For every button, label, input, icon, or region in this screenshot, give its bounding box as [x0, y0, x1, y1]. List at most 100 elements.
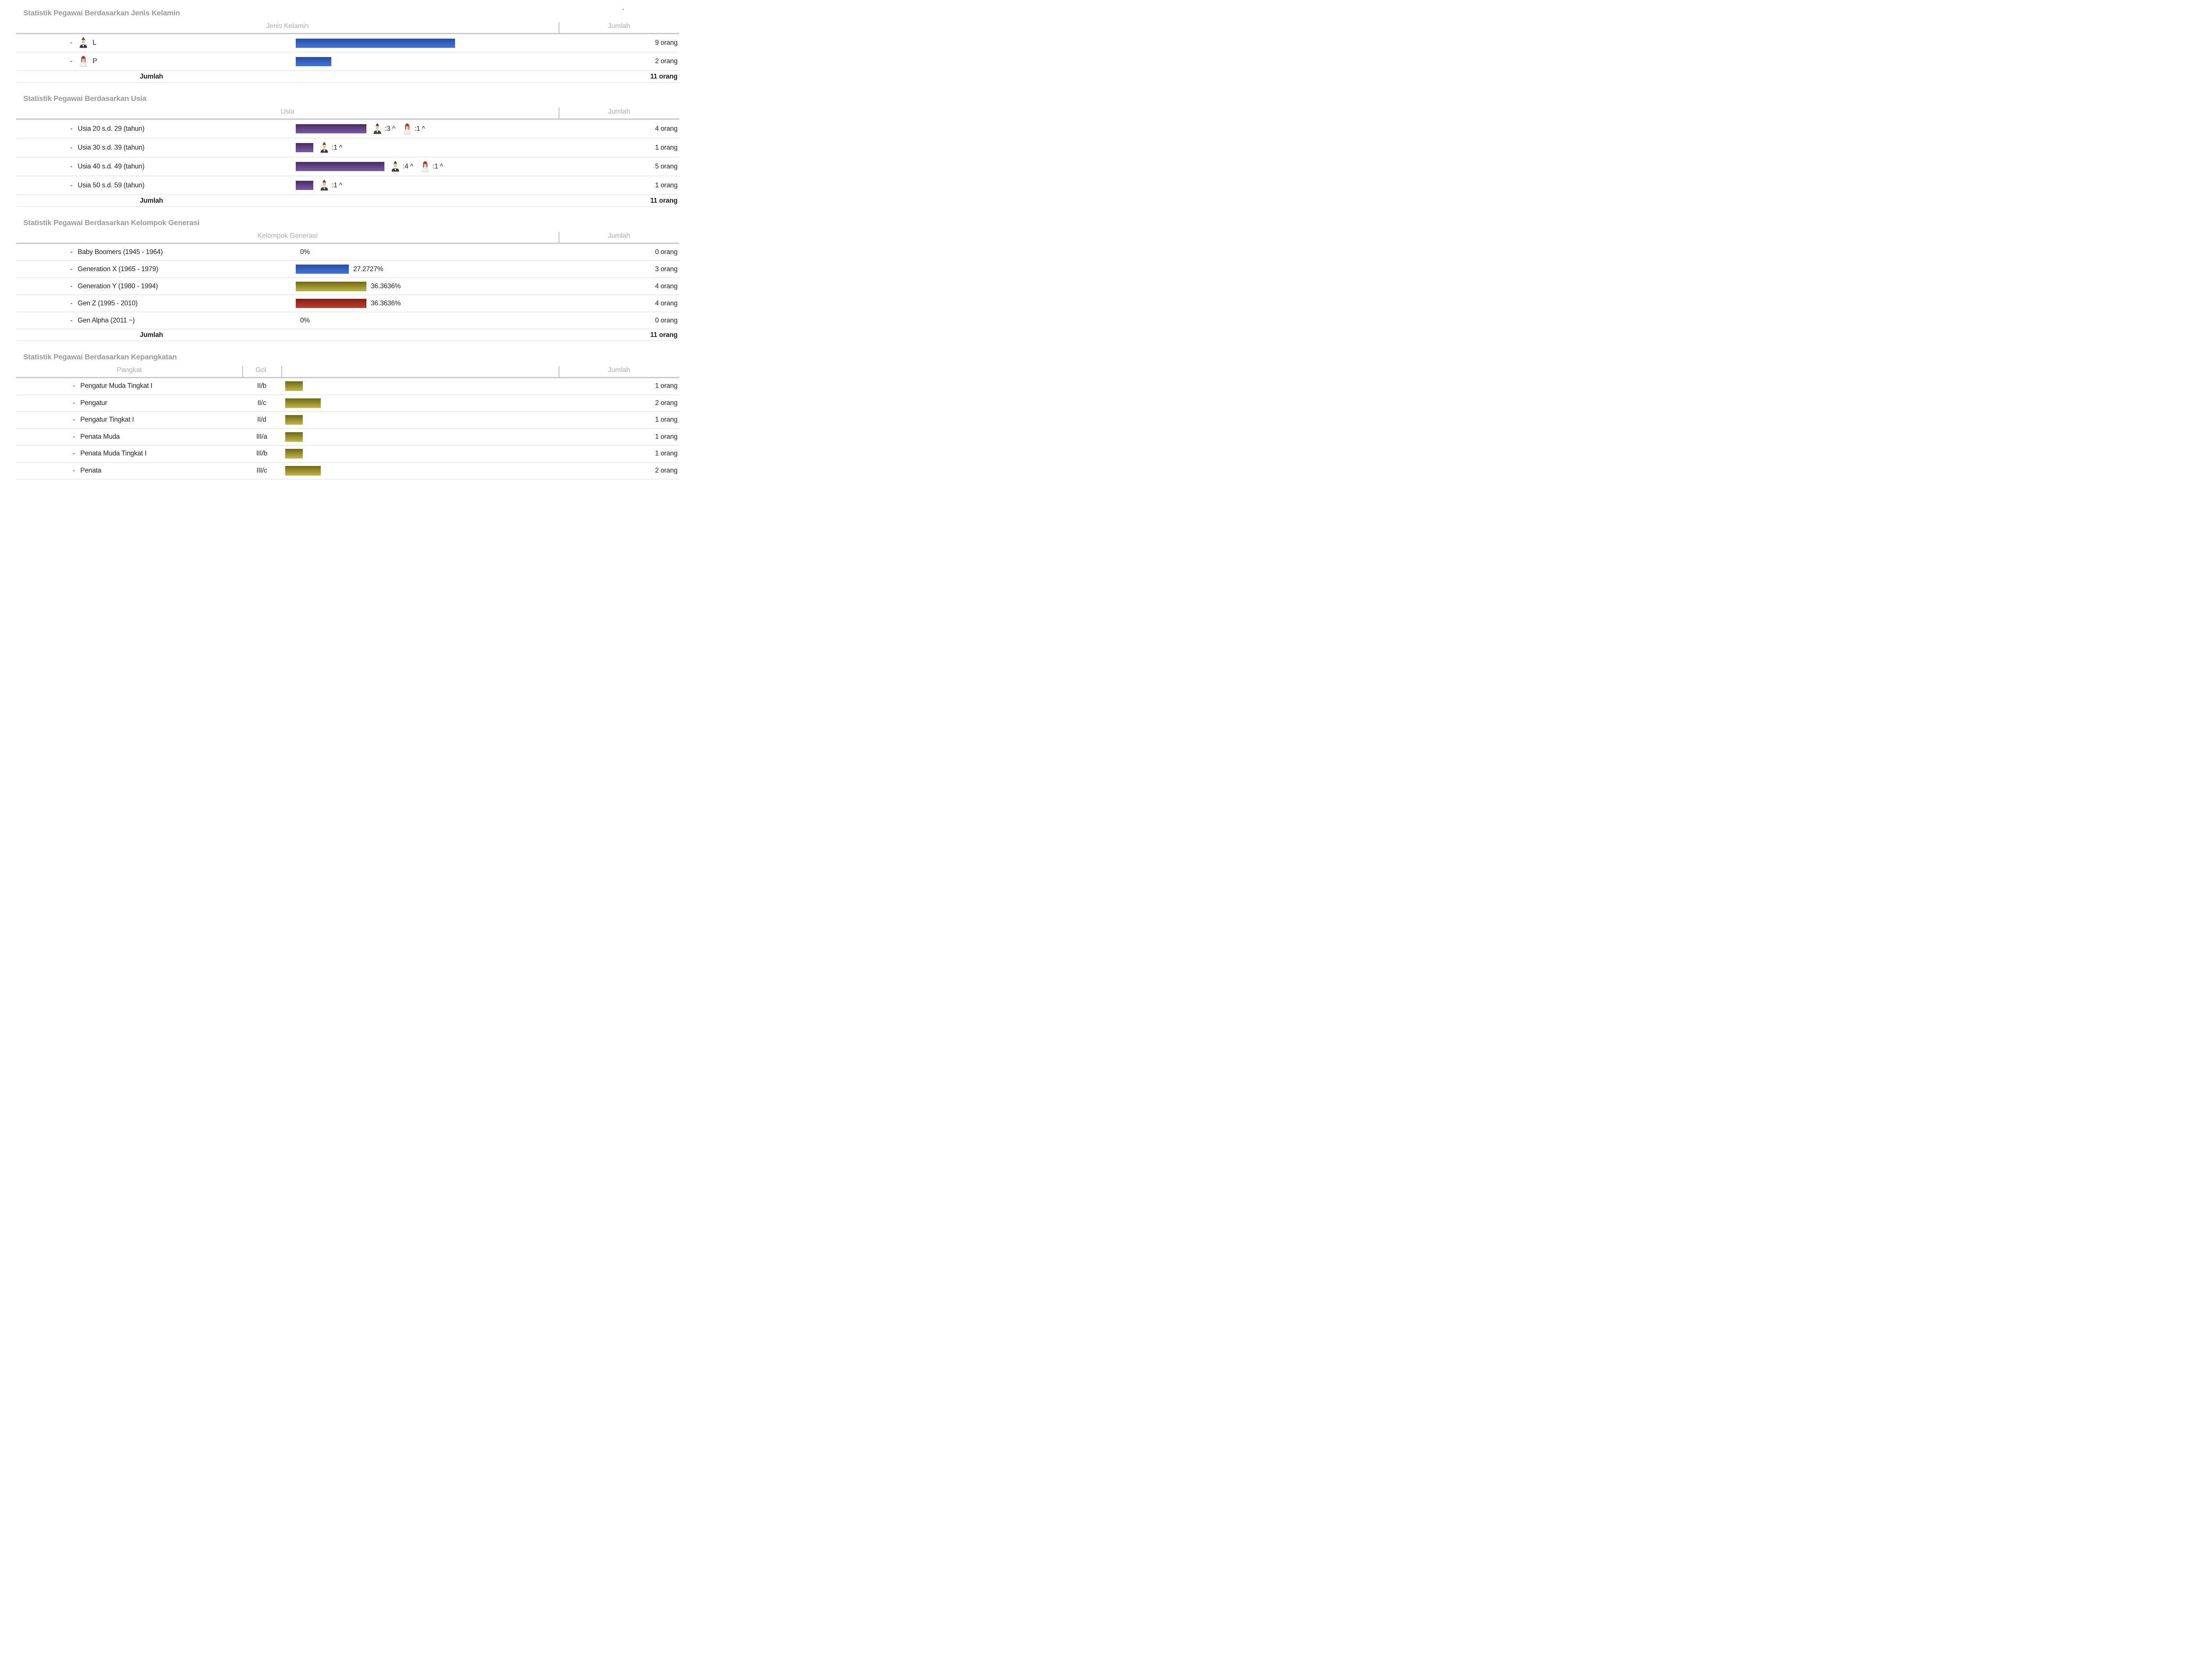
jumlah-value: 4 orang	[655, 125, 678, 133]
column-header-jumlah: Jumlah	[608, 232, 630, 240]
jumlah-value: 4 orang	[655, 282, 678, 290]
usia-bar	[296, 181, 313, 190]
jumlah-value: 1 orang	[655, 450, 678, 458]
jumlah-value: 2 orang	[655, 399, 678, 407]
male-person-icon	[391, 161, 399, 172]
table-row-pangkat: - Penata III/c 2 orang	[16, 463, 679, 480]
row-dash: -	[70, 181, 72, 189]
female-person-icon	[79, 56, 88, 67]
table-row-total: Jumlah 11 orang	[16, 195, 679, 207]
row-dash: -	[70, 282, 72, 290]
jumlah-value: 4 orang	[655, 299, 678, 307]
row-dash: -	[70, 316, 72, 324]
table-row-pangkat: - Pengatur Tingkat I II/d 1 orang	[16, 412, 679, 429]
male-count-note: :3 ^	[385, 125, 395, 133]
gol-value: II/c	[257, 399, 266, 407]
gol-value: II/b	[257, 382, 266, 390]
column-header-jumlah: Jumlah	[608, 366, 630, 374]
usia-label: Usia 30 s.d. 39 (tahun)	[77, 143, 145, 151]
jumlah-value: 1 orang	[655, 382, 678, 390]
section-title-generasi: Statistik Pegawai Berdasarkan Kelompok G…	[23, 219, 200, 227]
male-person-icon	[320, 179, 328, 191]
jumlah-value: 0 orang	[655, 248, 678, 256]
gender-table-header: Jenis Kelamin Jumlah	[16, 21, 679, 34]
row-dash: -	[73, 433, 75, 441]
section-generasi: Statistik Pegawai Berdasarkan Kelompok G…	[0, 219, 679, 341]
table-row-baby-boomers: - Baby Boomers (1945 - 1964) 0% 0 orang	[16, 244, 679, 261]
male-count-note: :1 ^	[332, 143, 342, 151]
table-row-pangkat: - Pengatur II/c 2 orang	[16, 395, 679, 412]
usia-label: Usia 40 s.d. 49 (tahun)	[77, 162, 145, 170]
female-count-note: :1 ^	[414, 125, 425, 133]
gol-value: III/c	[256, 466, 267, 474]
total-label: Jumlah	[140, 72, 163, 80]
total-value: 11 orang	[650, 72, 678, 80]
row-dash: -	[70, 248, 72, 256]
pangkat-bar	[285, 415, 303, 425]
usia-bar	[296, 124, 366, 133]
column-header-kelompok-generasi: Kelompok Generasi	[257, 232, 318, 240]
row-dash: -	[70, 143, 72, 151]
total-label: Jumlah	[140, 197, 163, 204]
total-label: Jumlah	[140, 331, 163, 339]
female-count-note: :1 ^	[432, 162, 443, 170]
table-row-pangkat: - Pengatur Muda Tingkat I II/b 1 orang	[16, 378, 679, 395]
usia-bar	[296, 143, 313, 152]
table-row-total: Jumlah 11 orang	[16, 71, 679, 83]
pangkat-label: Penata Muda	[80, 433, 120, 441]
table-row-gender-l: - L 9 orang	[16, 34, 679, 53]
table-row-gen-z: - Gen Z (1995 - 2010) 36.3636% 4 orang	[16, 295, 679, 312]
column-header-pangkat: Pangkat	[116, 366, 142, 374]
jumlah-value: 0 orang	[655, 316, 678, 324]
jumlah-value: 9 orang	[655, 39, 678, 47]
table-row-usia-40-49: - Usia 40 s.d. 49 (tahun) :4 ^ :1 ^ 5 or…	[16, 158, 679, 176]
male-person-icon	[373, 123, 381, 135]
jumlah-value: 5 orang	[655, 162, 678, 170]
table-row-gender-p: - P 2 orang	[16, 53, 679, 71]
row-dash: -	[70, 125, 72, 133]
female-person-icon	[421, 161, 430, 172]
row-dash: -	[73, 382, 75, 390]
table-row-generation-y: - Generation Y (1980 - 1994) 36.3636% 4 …	[16, 278, 679, 295]
page-date-clipped: Selasa, 28 Januari 2020	[602, 9, 674, 11]
generasi-label: Generation X (1965 - 1979)	[77, 265, 158, 273]
usia-bar	[296, 162, 384, 171]
section-title-kepangkatan: Statistik Pegawai Berdasarkan Kepangkata…	[23, 353, 177, 361]
jumlah-value: 1 orang	[655, 416, 678, 424]
total-value: 11 orang	[650, 197, 678, 204]
section-usia: Statistik Pegawai Berdasarkan Usia Usia …	[0, 94, 679, 207]
row-dash: -	[70, 299, 72, 307]
male-count-note: :1 ^	[332, 181, 342, 189]
table-row-generation-x: - Generation X (1965 - 1979) 27.2727% 3 …	[16, 261, 679, 278]
pangkat-label: Pengatur Muda Tingkat I	[80, 382, 153, 390]
male-person-icon	[320, 142, 328, 154]
usia-label: Usia 20 s.d. 29 (tahun)	[77, 125, 145, 133]
percent-label: 36.3636%	[371, 299, 401, 307]
jumlah-value: 1 orang	[655, 181, 678, 189]
column-header-gol: Gol.	[255, 366, 268, 374]
gol-value: III/b	[256, 450, 267, 458]
column-header-jenis-kelamin: Jenis Kelamin	[266, 22, 309, 30]
percent-label: 0%	[300, 316, 310, 324]
jumlah-value: 1 orang	[655, 143, 678, 151]
generasi-bar	[296, 281, 366, 291]
jumlah-value: 2 orang	[655, 466, 678, 474]
usia-label: Usia 50 s.d. 59 (tahun)	[77, 181, 145, 189]
section-gender: Statistik Pegawai Berdasarkan Jenis Kela…	[0, 9, 679, 83]
generasi-label: Gen Alpha (2011 ~)	[77, 316, 135, 324]
gender-label: P	[92, 57, 97, 65]
kepangkatan-table-header: Pangkat Gol. Jumlah	[16, 365, 679, 378]
percent-label: 36.3636%	[371, 282, 401, 290]
male-count-note: :4 ^	[403, 162, 413, 170]
pangkat-bar	[285, 432, 303, 442]
gol-value: III/a	[256, 433, 267, 441]
generasi-bar	[296, 265, 349, 274]
usia-table-header: Usia Jumlah	[16, 107, 679, 120]
row-dash: -	[73, 450, 75, 458]
table-row-usia-20-29: - Usia 20 s.d. 29 (tahun) :3 ^ :1 ^ 4 or…	[16, 120, 679, 139]
section-title-gender: Statistik Pegawai Berdasarkan Jenis Kela…	[23, 9, 180, 17]
row-dash: -	[73, 399, 75, 407]
generasi-label: Gen Z (1995 - 2010)	[77, 299, 138, 307]
table-row-gen-alpha: - Gen Alpha (2011 ~) 0% 0 orang	[16, 312, 679, 330]
row-dash: -	[70, 57, 72, 65]
